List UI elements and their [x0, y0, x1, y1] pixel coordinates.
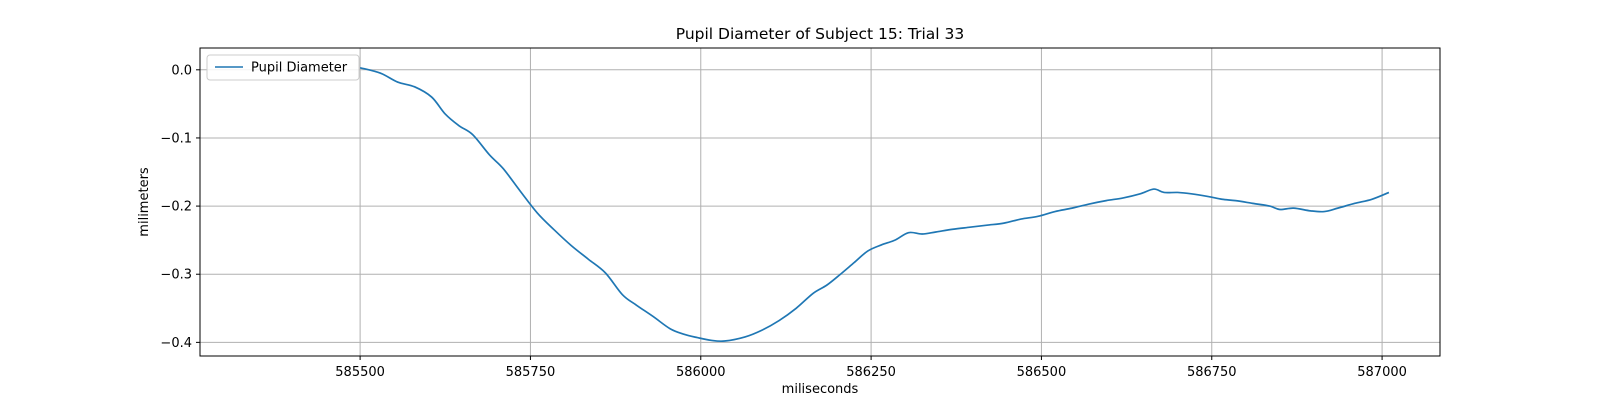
- grid: [200, 48, 1440, 356]
- y-axis-label: milimeters: [137, 167, 152, 237]
- y-tick-label: −0.4: [160, 336, 192, 351]
- series-line-pupil-diameter: [359, 66, 1390, 343]
- x-tick-label: 586750: [1187, 365, 1237, 380]
- x-axis-label: miliseconds: [782, 382, 859, 397]
- x-tick-label: 586250: [846, 365, 896, 380]
- plot-frame: [199, 47, 1441, 357]
- x-tick-label: 586500: [1017, 365, 1067, 380]
- x-tick-label: 585500: [335, 365, 385, 380]
- x-tick-label: 587000: [1357, 365, 1407, 380]
- legend-label-pupil-diameter: Pupil Diameter: [251, 61, 348, 76]
- y-tick-label: −0.2: [160, 200, 192, 215]
- y-axis: 0.0 −0.1 −0.2 −0.3 −0.4: [160, 63, 200, 351]
- y-tick-label: 0.0: [171, 63, 192, 78]
- x-tick-label: 585750: [506, 365, 556, 380]
- x-tick-label: 586000: [676, 365, 726, 380]
- x-axis: 585500 585750 586000 586250 586500 586750 5870…: [335, 356, 1407, 380]
- series-layer: [359, 66, 1390, 343]
- y-tick-label: −0.1: [160, 131, 192, 146]
- chart-title: Pupil Diameter of Subject 15: Trial 33: [676, 25, 965, 43]
- legend: Pupil Diameter: [206, 54, 360, 81]
- y-tick-label: −0.3: [160, 268, 192, 283]
- legend-frame: [206, 54, 360, 81]
